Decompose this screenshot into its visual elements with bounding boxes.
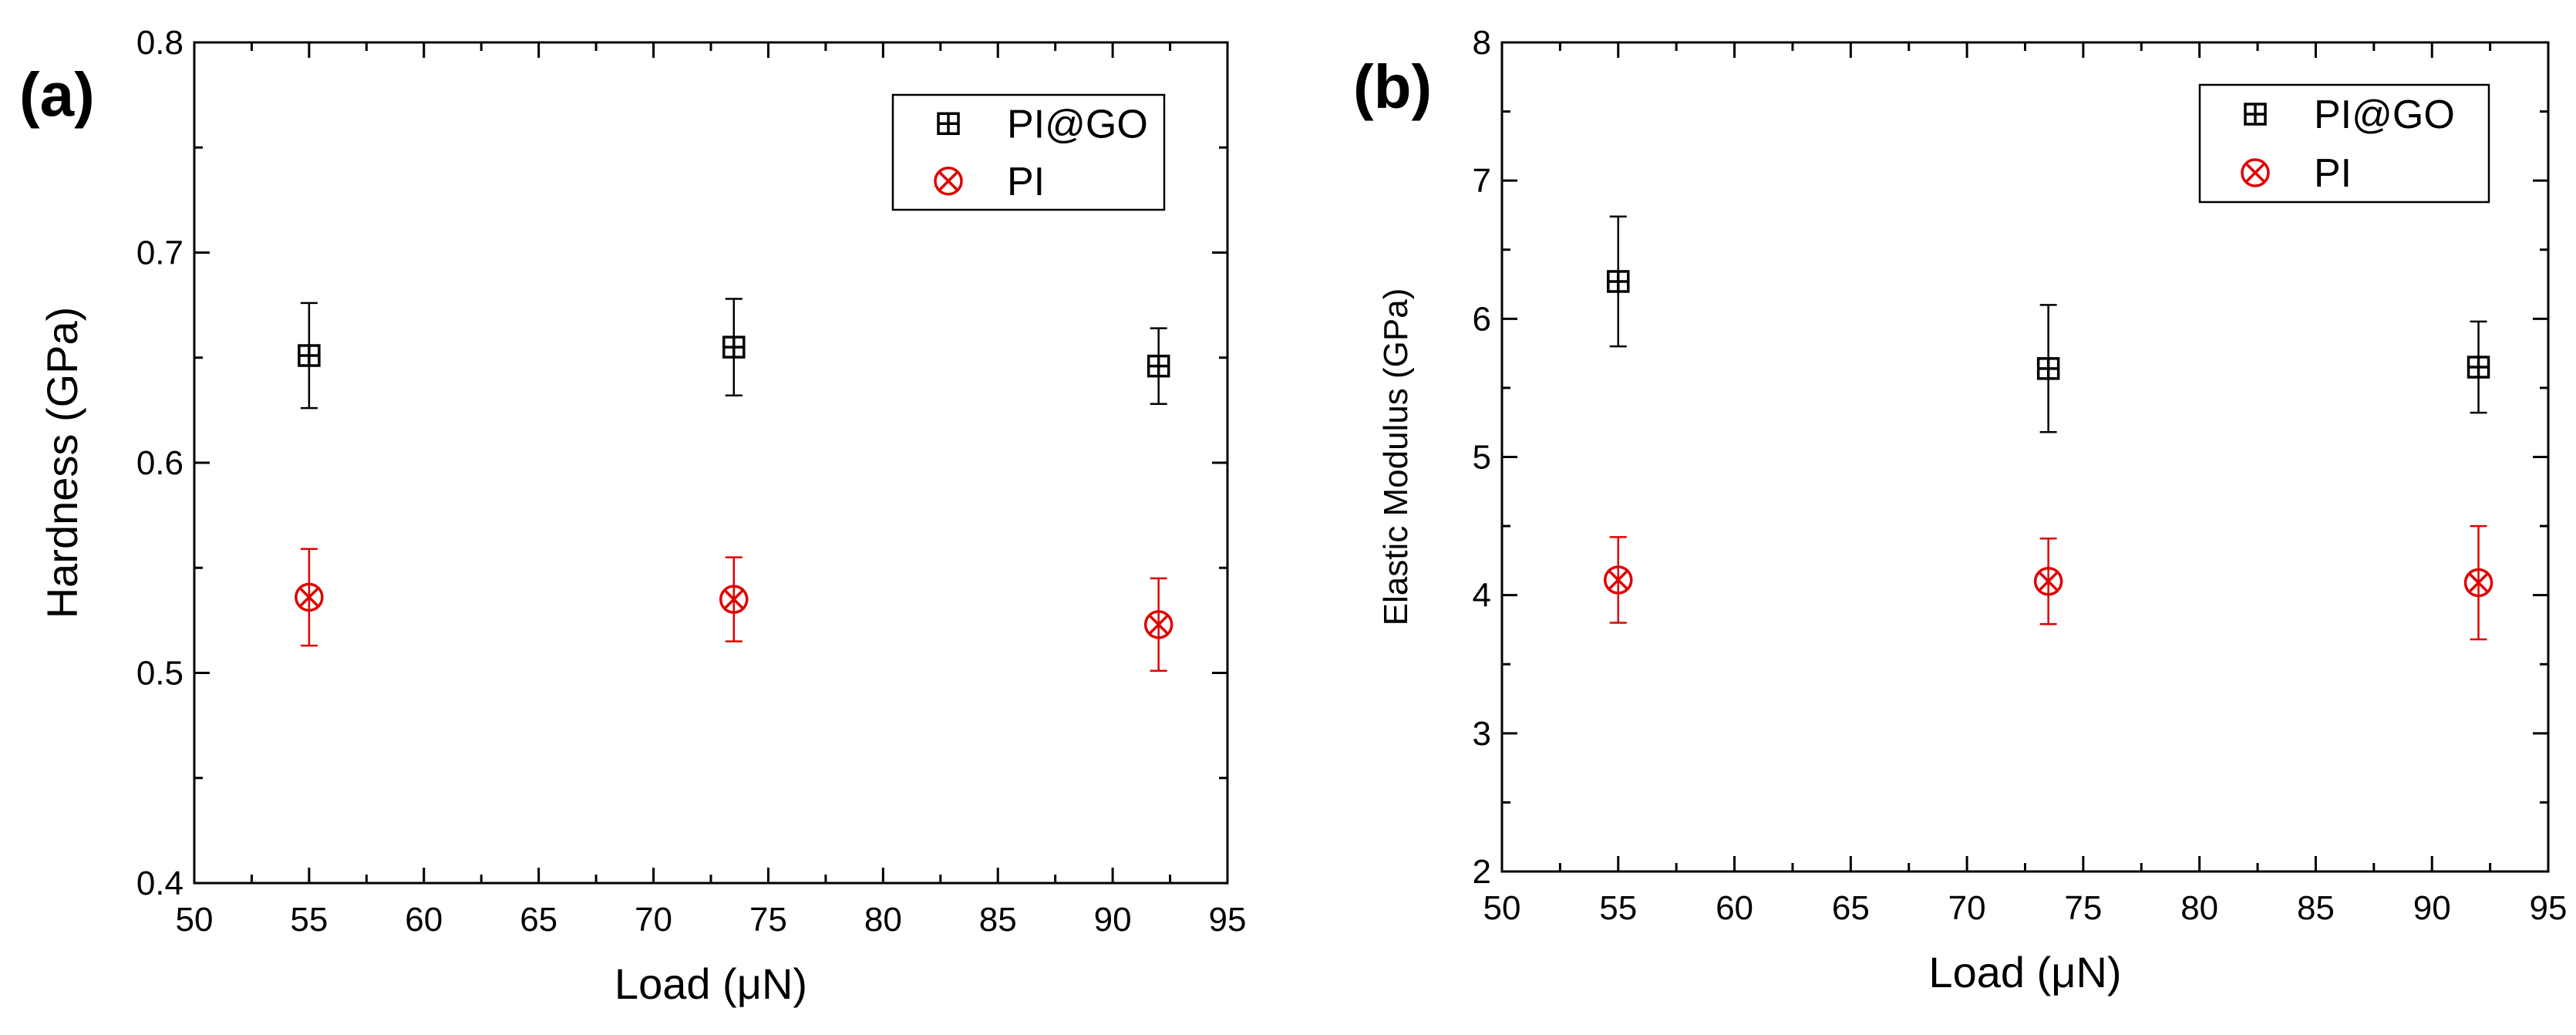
- legend-label: PI: [2314, 151, 2352, 196]
- x-tick-label: 80: [864, 901, 902, 939]
- x-axis-title: Load (μN): [615, 959, 807, 1008]
- legend-label: PI: [1007, 160, 1045, 204]
- x-tick-label: 85: [979, 901, 1017, 939]
- x-tick-label: 70: [635, 901, 672, 939]
- x-tick-label: 65: [520, 901, 557, 939]
- data-point-circle-x-cross: [1148, 614, 1169, 635]
- data-point-circle-x: [2033, 567, 2063, 596]
- x-tick-label: 60: [405, 901, 443, 939]
- data-point-circle-x-cross: [298, 587, 320, 608]
- y-tick-label: 3: [1473, 715, 1491, 753]
- data-point-circle-x: [1143, 610, 1174, 639]
- legend-label: PI@GO: [2314, 93, 2455, 137]
- y-tick-label: 6: [1473, 300, 1491, 338]
- data-point-circle-x: [719, 585, 749, 614]
- y-tick-label: 0.6: [136, 444, 184, 482]
- x-tick-label: 80: [2180, 889, 2218, 927]
- panel-label: (b): [1353, 52, 1432, 121]
- x-tick-label: 90: [2413, 889, 2451, 927]
- legend-marker-cross: [938, 113, 958, 134]
- x-tick-label: 75: [2064, 889, 2102, 927]
- y-tick-label: 0.4: [136, 865, 184, 902]
- x-tick-label: 95: [1209, 901, 1247, 939]
- y-tick-label: 5: [1473, 439, 1491, 477]
- panel-a: 50 55 60 65 70 75 80 85 90 95 0.4 0.5 0.6 0.7 0.8 Load …: [19, 24, 1246, 1008]
- data-point-square-plus-cross: [2038, 358, 2059, 379]
- x-tick-label: 70: [1948, 889, 1986, 927]
- x-tick-label: 50: [1483, 889, 1521, 927]
- legend-marker-cross: [938, 170, 959, 192]
- legend-marker: [2241, 158, 2270, 187]
- data-point-circle-x-cross: [723, 588, 745, 610]
- data-point-circle-x: [2463, 568, 2494, 598]
- data-point-square-plus-cross: [1608, 271, 1628, 292]
- data-point-circle-x: [295, 582, 324, 612]
- y-tick-label: 0.5: [136, 655, 184, 693]
- x-tick-label: 60: [1716, 889, 1753, 927]
- legend-marker-cross: [2245, 104, 2265, 124]
- y-tick-label: 2: [1473, 853, 1491, 891]
- data-point-circle-x-cross: [2038, 571, 2059, 592]
- data-point-square-plus-cross: [1148, 356, 1169, 376]
- x-tick-label: 85: [2297, 889, 2335, 927]
- data-point-square-plus-cross: [2468, 357, 2489, 378]
- y-tick-label: 7: [1473, 162, 1491, 200]
- x-axis-title: Load (μN): [1928, 948, 2121, 996]
- x-tick-label: 50: [176, 901, 214, 939]
- y-tick-label: 0.8: [136, 24, 184, 62]
- x-tick-label: 55: [290, 901, 328, 939]
- y-axis-title: Elastic Modulus (GPa): [1377, 288, 1415, 626]
- y-tick-label: 0.7: [136, 234, 184, 272]
- x-tick-label: 90: [1094, 901, 1132, 939]
- panel-label: (a): [19, 60, 95, 129]
- data-point-circle-x-cross: [1608, 569, 1629, 591]
- x-tick-label: 65: [1832, 889, 1870, 927]
- y-tick-label: 8: [1473, 24, 1491, 62]
- panel-b: 50 55 60 65 70 75 80 85 90 95 2 3 4 5 6 7 8 Load (μN) Elas…: [1353, 24, 2567, 996]
- y-axis-title: Hardness (GPa): [38, 307, 86, 619]
- legend-marker-cross: [2244, 162, 2266, 184]
- legend-label: PI@GO: [1007, 102, 1148, 147]
- data-point-square-plus-cross: [723, 337, 744, 358]
- x-tick-label: 55: [1599, 889, 1637, 927]
- data-point-square-plus-cross: [298, 346, 319, 366]
- x-tick-label: 75: [749, 901, 787, 939]
- data-point-circle-x: [1604, 565, 1633, 595]
- x-tick-label: 95: [2530, 889, 2568, 927]
- data-point-circle-x-cross: [2468, 572, 2489, 593]
- y-tick-label: 4: [1473, 577, 1491, 615]
- legend-marker: [934, 167, 963, 196]
